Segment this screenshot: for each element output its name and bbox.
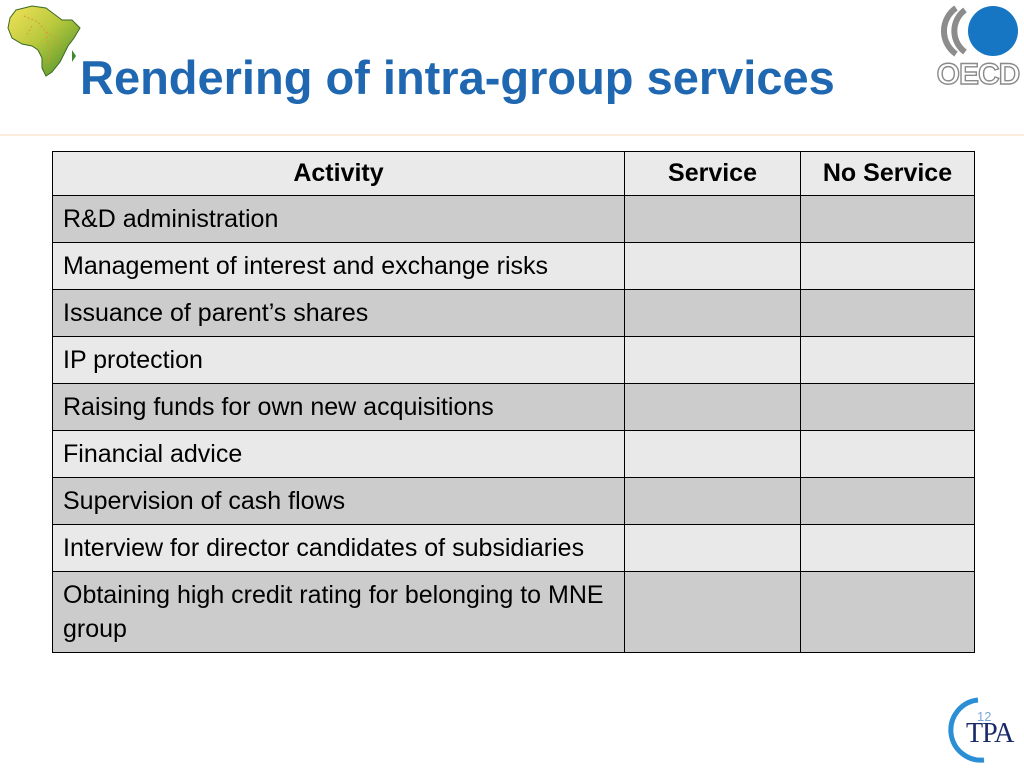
no-service-cell[interactable] (800, 242, 975, 290)
activity-cell: IP protection (52, 336, 625, 384)
activity-cell: Supervision of cash flows (52, 477, 625, 525)
table-row: Raising funds for own new acquisitions (52, 383, 975, 431)
table-row: R&D administration (52, 195, 975, 243)
service-cell[interactable] (624, 571, 801, 653)
table-row: Obtaining high credit rating for belongi… (52, 571, 975, 653)
no-service-cell[interactable] (800, 477, 975, 525)
oecd-emblem-icon (941, 5, 1018, 57)
oecd-logo: OECD (934, 2, 1022, 92)
service-cell[interactable] (624, 524, 801, 572)
page-number: 12 (977, 709, 992, 724)
service-cell[interactable] (624, 383, 801, 431)
service-cell[interactable] (624, 195, 801, 243)
table-header-row: Activity Service No Service (52, 151, 975, 196)
activity-cell: Issuance of parent’s shares (52, 289, 625, 337)
no-service-cell[interactable] (800, 571, 975, 653)
table-row: Supervision of cash flows (52, 477, 975, 525)
no-service-cell[interactable] (800, 289, 975, 337)
activity-cell: Interview for director candidates of sub… (52, 524, 625, 572)
service-cell[interactable] (624, 289, 801, 337)
no-service-cell[interactable] (800, 383, 975, 431)
header-activity: Activity (52, 151, 625, 196)
ctpa-logo-text: TPA (966, 718, 1014, 749)
activity-cell: Management of interest and exchange risk… (52, 242, 625, 290)
activity-cell: Financial advice (52, 430, 625, 478)
no-service-cell[interactable] (800, 336, 975, 384)
table-row: Interview for director candidates of sub… (52, 524, 975, 572)
table-row: IP protection (52, 336, 975, 384)
activity-cell: R&D administration (52, 195, 625, 243)
service-cell[interactable] (624, 430, 801, 478)
services-table: Activity Service No Service R&D administ… (52, 151, 975, 653)
service-cell[interactable] (624, 336, 801, 384)
ctpa-arc-icon (948, 697, 985, 763)
table-row: Management of interest and exchange risk… (52, 242, 975, 290)
slide-title: Rendering of intra-group services (80, 51, 835, 104)
table-row: Issuance of parent’s shares (52, 289, 975, 337)
table-row: Financial advice (52, 430, 975, 478)
oecd-logo-text: OECD (936, 57, 1021, 91)
africa-map-logo (7, 5, 81, 77)
no-service-cell[interactable] (800, 524, 975, 572)
header-service: Service (624, 151, 801, 196)
activity-cell: Raising funds for own new acquisitions (52, 383, 625, 431)
service-cell[interactable] (624, 242, 801, 290)
header-no-service: No Service (800, 151, 975, 196)
no-service-cell[interactable] (800, 430, 975, 478)
no-service-cell[interactable] (800, 195, 975, 243)
title-divider (0, 134, 1024, 136)
ctpa-logo: TPA (944, 694, 1024, 764)
service-cell[interactable] (624, 477, 801, 525)
activity-cell: Obtaining high credit rating for belongi… (52, 571, 625, 653)
